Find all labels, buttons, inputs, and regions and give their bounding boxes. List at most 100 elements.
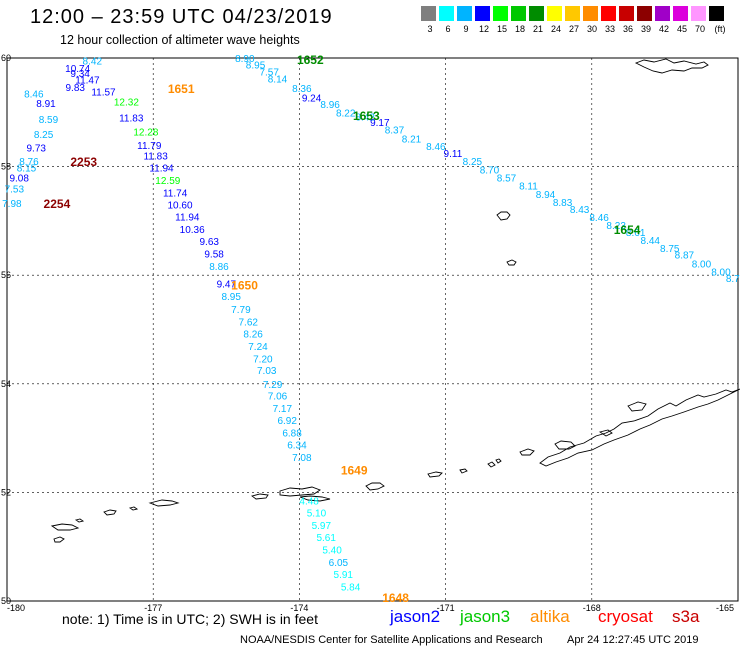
axis-tick-labels: -180 -177 -174 -171 -168 -165 60 58 56 54 52 50 [1,53,734,613]
wave-height-value: 8.75 [660,244,680,255]
satellite-s3a: s3a [672,607,700,626]
scale-swatch [475,6,490,21]
wave-height-value: 9.63 [200,237,220,248]
page-title: 12:00 – 23:59 UTC 04/23/2019 [30,6,333,28]
wave-height-value: 6.92 [277,416,297,427]
scale-swatch [619,6,634,21]
wave-height-value: 8.46 [24,89,44,100]
wave-height-value: 6.88 [282,429,302,440]
island-amlia [427,471,443,478]
island-agattu [53,536,65,543]
wave-height-value: 8.23 [606,221,626,232]
scale-label: 45 [676,24,687,34]
alaska-peninsula [539,388,740,467]
scale-label: 30 [586,24,597,34]
lat-tick-label: 52 [1,487,11,497]
wave-height-tracks: 8.908.957.578.148.369.248.968.22 8.429.17… [2,54,740,593]
satellite-altika: altika [530,607,570,626]
scale-swatch [673,6,688,21]
wave-height-value: 8.37 [385,126,405,137]
scale-swatch [583,6,598,21]
island-kanaga-chain [299,495,331,502]
wave-height-value: 7.08 [292,453,312,464]
scale-label: 21 [532,24,543,34]
pass-time-label: 1650 [231,278,258,292]
wave-height-value: 8.42 [83,57,103,68]
wave-height-value: 8.57 [497,173,517,184]
scale-label: 24 [550,24,561,34]
wave-height-value: 11.74 [163,189,188,200]
wave-height-value: 5.84 [341,582,361,593]
wave-height-value: 10.36 [180,225,205,236]
wave-height-value: 11.83 [143,152,168,163]
island-attu [50,523,80,531]
generation-timestamp: Apr 24 12:27:45 UTC 2019 [567,634,699,646]
island-adak [279,486,321,497]
pass-time-labels: 1652 1651 1653 2253 2254 1654 1650 1649 1648 [44,53,641,605]
lon-tick-label: -171 [437,603,455,613]
scale-swatch [637,6,652,21]
scale-swatch [511,6,526,21]
scale-swatch [565,6,580,21]
map-frame [6,57,739,602]
scale-label: 27 [568,24,579,34]
wave-height-value: 8.95 [246,61,266,72]
wave-height-value: 11.79 [137,141,162,152]
wave-height-value: 8.72 [726,274,740,285]
scale-swatch [439,6,454,21]
wave-height-value: 4.48 [299,497,319,508]
credit-line: NOAA/NESDIS Center for Satellite Applica… [240,634,543,646]
island-kiska [103,509,117,516]
wave-height-value: 7.53 [5,184,25,195]
wave-height-value: 8.43 [570,205,590,216]
footer-note: note: 1) Time is in UTC; 2) SWH is in fe… [62,611,318,627]
wave-height-value: 9.58 [204,249,224,260]
wave-height-value: 7.06 [268,392,288,403]
wave-height-value: 7.57 [259,68,279,79]
pass-time-label: 2254 [44,197,71,211]
pass-time-label: 1653 [353,109,380,123]
wave-height-value: 11.47 [75,76,100,87]
pass-time-label: 2253 [70,155,97,169]
wave-height-value: 9.24 [302,94,322,105]
pass-time-label: 1651 [168,82,195,96]
island-atka [365,482,385,491]
island-unalaska [554,440,576,450]
island-fox-1 [598,429,613,437]
coastline-layer [50,58,740,543]
wave-height-value: 8.25 [463,157,483,168]
scale-swatch [529,6,544,21]
island-tanaga [250,493,269,500]
lat-tick-label: 56 [1,270,11,280]
wave-height-value: 12.28 [133,127,158,138]
pass-time-label: 1648 [382,591,409,605]
satellite-jason3: jason3 [460,607,511,626]
wave-height-value: 8.86 [209,262,229,273]
wave-height-value: 8.25 [34,130,54,141]
wave-height-value: 8.21 [402,134,422,145]
island-fox-2 [627,401,647,412]
scale-swatch [421,6,436,21]
wave-height-value: 11.94 [149,164,174,175]
wave-height-value: 8.15 [17,164,37,175]
scale-unit: (ft) [714,24,726,34]
wave-height-value: 7.79 [231,305,251,316]
track-pass-1652-1654: 8.908.957.578.14 8.369.248.968.22 8.429.17… [235,54,740,285]
wave-height-value: 8.46 [589,213,609,224]
wave-height-value: 8.61 [626,228,646,239]
page-subtitle: 12 hour collection of altimeter wave hei… [60,33,300,47]
scale-swatch [709,6,724,21]
wave-height-value: 8.95 [221,292,241,303]
wave-height-value: 9.17 [370,118,390,129]
wave-height-value: 12.59 [155,176,180,187]
wave-height-value: 5.91 [334,570,354,581]
scale-label: 12 [478,24,489,34]
lon-tick-label: -168 [583,603,601,613]
lon-tick-label: -174 [290,603,308,613]
satellite-cryosat: cryosat [598,607,653,626]
lon-tick-label: -180 [7,603,25,613]
wave-height-value: 7.29 [263,380,283,391]
wave-height-value: 8.26 [243,329,263,340]
lat-tick-label: 60 [1,53,11,63]
